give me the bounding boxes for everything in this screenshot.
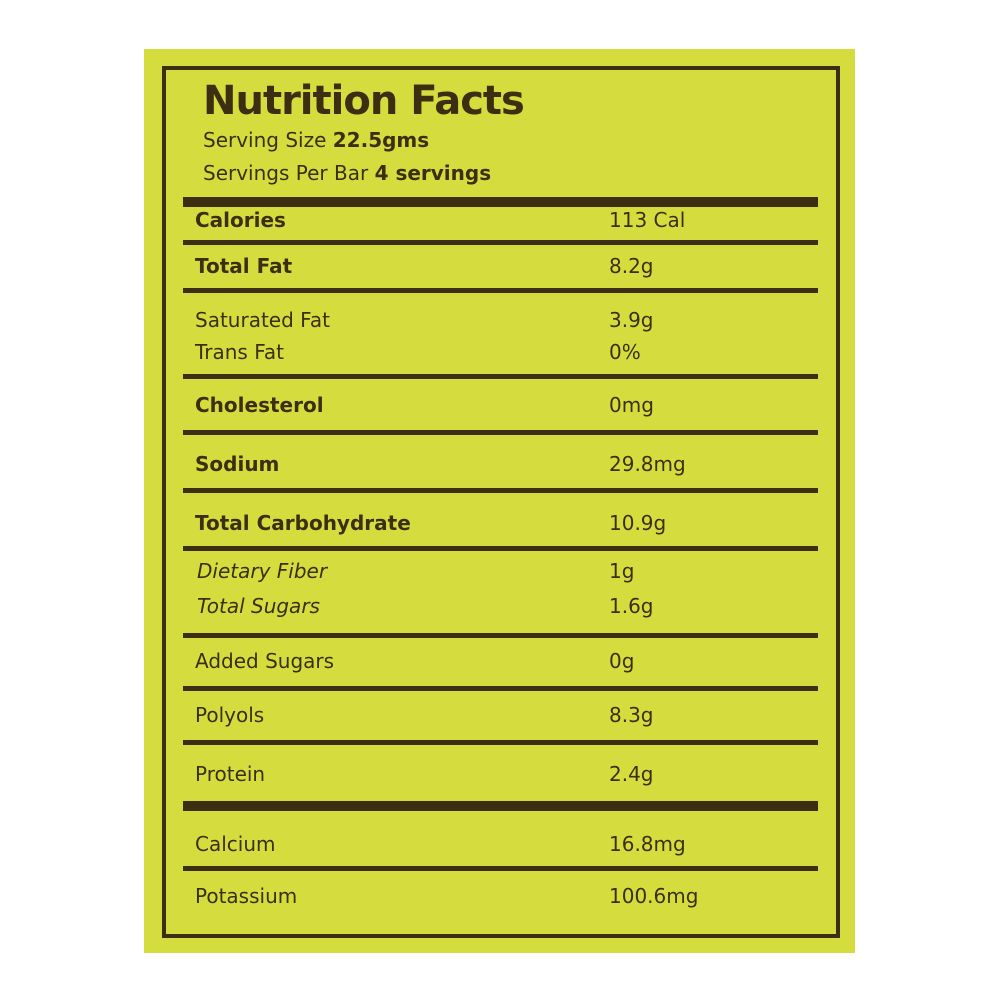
nutrient-value: 10.9g (609, 511, 667, 535)
nutrient-value: 16.8mg (609, 832, 686, 856)
servings-label: Servings Per Bar (203, 161, 369, 185)
divider-rule (183, 633, 818, 638)
nutrient-label: Dietary Fiber (197, 559, 328, 583)
nutrient-value: 1.6g (609, 594, 654, 618)
divider-rule (183, 430, 818, 435)
nutrient-label: Polyols (195, 703, 265, 727)
nutrient-label: Sodium (195, 452, 280, 476)
nutrient-label: Saturated Fat (195, 308, 330, 332)
serving-size-label: Serving Size (203, 128, 327, 152)
divider-rule (183, 801, 818, 811)
nutrient-value: 113 Cal (609, 208, 686, 232)
label-title: Nutrition Facts (203, 78, 525, 124)
nutrient-value: 1g (609, 559, 635, 583)
divider-rule (183, 686, 818, 691)
serving-size-value: 22.5gms (332, 128, 430, 152)
servings-per-bar: Servings Per Bar 4 servings (203, 161, 491, 185)
nutrient-label: Cholesterol (195, 393, 324, 417)
nutrient-value: 0% (609, 340, 641, 364)
divider-rule (183, 740, 818, 745)
serving-size: Serving Size 22.5gms (203, 128, 429, 152)
nutrient-label: Total Fat (195, 254, 293, 278)
nutrient-value: 29.8mg (609, 452, 686, 476)
divider-rule (183, 240, 818, 245)
nutrient-value: 8.3g (609, 703, 654, 727)
nutrient-label: Calories (195, 208, 286, 232)
nutrient-label: Trans Fat (195, 340, 284, 364)
nutrient-label: Protein (195, 762, 266, 786)
nutrient-label: Total Sugars (197, 594, 320, 618)
label-border (162, 66, 840, 938)
nutrient-value: 2.4g (609, 762, 654, 786)
servings-value: 4 servings (374, 161, 492, 185)
nutrient-value: 8.2g (609, 254, 654, 278)
nutrient-value: 0mg (609, 393, 654, 417)
nutrient-label: Potassium (195, 884, 298, 908)
divider-rule (183, 866, 818, 871)
divider-rule (183, 374, 818, 379)
nutrient-label: Added Sugars (195, 649, 335, 673)
nutrient-label: Total Carbohydrate (195, 511, 411, 535)
divider-rule (183, 197, 818, 207)
nutrient-label: Calcium (195, 832, 276, 856)
divider-rule (183, 488, 818, 493)
divider-rule (183, 288, 818, 293)
nutrient-value: 0g (609, 649, 635, 673)
nutrient-value: 100.6mg (609, 884, 699, 908)
nutrient-value: 3.9g (609, 308, 654, 332)
divider-rule (183, 546, 818, 551)
